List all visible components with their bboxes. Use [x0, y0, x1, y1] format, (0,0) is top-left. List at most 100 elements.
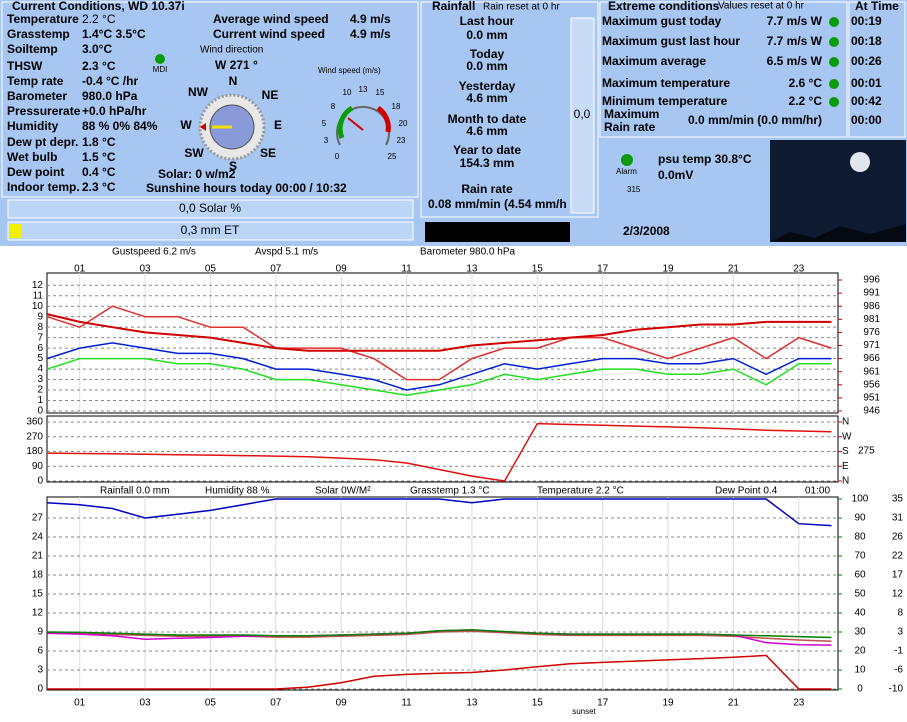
extreme-reset: Values reset at 0 hr	[718, 1, 805, 12]
y-tick-label: 0	[857, 684, 863, 695]
y-tick-label: 12	[892, 589, 904, 600]
compass-label: E	[274, 118, 282, 132]
series-line	[46, 630, 832, 643]
extreme-label: Maximum gust last hour	[602, 34, 740, 48]
x-tick-label: 17	[597, 698, 609, 709]
speed-gauge-needle	[347, 117, 364, 131]
et-bar	[7, 221, 414, 241]
y-tick-label: W	[842, 431, 852, 442]
y-tick-label: 9	[37, 627, 43, 638]
extreme-time: 00:18	[851, 34, 882, 48]
x-tick-label: 21	[728, 698, 740, 709]
y-tick-label: 11	[33, 290, 44, 301]
y-tick-label: -10	[889, 684, 904, 695]
y-tick-label: 2	[37, 385, 43, 396]
sunshine-hours: Sunshine hours today 00:00 / 10:32	[146, 181, 347, 195]
et-bar-label: 0,3 mm ET	[181, 223, 240, 237]
speed-gauge-red	[376, 105, 391, 133]
condition-label: Dew pt depr.	[7, 135, 78, 149]
y-tick-label: 0	[37, 406, 43, 417]
et-fill	[10, 224, 22, 238]
condition-label: Temperature	[7, 12, 79, 26]
panel-title: Rainfall	[432, 0, 475, 13]
condition-value: +0.0 hPa/hr	[82, 104, 147, 118]
y-tick-label: 966	[863, 353, 880, 364]
psu-temp: psu temp 30.8°C	[658, 152, 752, 166]
y-tick-label: 26	[892, 532, 904, 543]
condition-label: THSW	[7, 59, 43, 73]
y-tick-label: 0	[37, 476, 43, 487]
x-tick-label: 05	[205, 264, 217, 275]
treeline	[770, 224, 906, 242]
panel-title: Extreme conditions	[608, 0, 720, 13]
extreme-label: Maximum	[604, 107, 659, 121]
compass-label: W	[180, 118, 192, 132]
rain-label: Month to date	[448, 112, 527, 126]
speed-gauge-band	[337, 105, 354, 139]
y-tick-label: 6	[37, 343, 43, 354]
solar-reading: Solar: 0 w/m2	[158, 167, 236, 181]
current-frame	[1, 1, 419, 198]
status-light	[829, 79, 839, 89]
condition-value: 980.0 hPa	[82, 89, 138, 103]
extreme-time: 00:19	[851, 14, 882, 28]
y-tick-label: 0	[37, 684, 43, 695]
graph-header: Barometer 980.0 hPa	[420, 247, 515, 258]
series-line	[46, 629, 832, 639]
clock-box	[425, 222, 570, 242]
x-tick-label: 09	[336, 264, 348, 275]
y-tick-label: 946	[863, 406, 880, 417]
y-tick-label: 360	[26, 417, 43, 428]
status-light	[829, 37, 839, 47]
y-tick-label: S	[842, 446, 849, 457]
x-tick-label: 07	[270, 698, 282, 709]
gauge-tick-label: 10	[343, 88, 352, 97]
extreme-time: 00:01	[851, 76, 882, 90]
series-line	[46, 313, 832, 352]
y-tick-label: 80	[854, 532, 866, 543]
y-tick-label: 35	[892, 494, 904, 505]
condition-label: Indoor temp.	[7, 180, 80, 194]
plot-frame	[46, 272, 839, 414]
series-line	[46, 422, 832, 482]
graph-header: Temperature 2.2 °C	[537, 486, 624, 497]
gauge-tick-label: 20	[399, 119, 408, 128]
rain-gauge	[570, 17, 595, 214]
y-tick-label: 961	[863, 366, 880, 377]
graph-header: Humidity 88 %	[205, 486, 270, 497]
x-tick-label: 19	[662, 264, 674, 275]
graph-header: Gustspeed 6.2 m/s	[112, 247, 196, 258]
y-tick-label: 10	[32, 301, 44, 312]
status-light	[829, 57, 839, 67]
y-tick-label: 100	[852, 494, 869, 505]
status-light	[829, 17, 839, 27]
mdi-light	[155, 54, 165, 64]
y-tick-label: 1	[37, 395, 43, 406]
condition-value: -0.4 °C /hr	[82, 74, 138, 88]
x-tick-label: 15	[532, 698, 544, 709]
y-tick-label: 90	[32, 461, 44, 472]
y-tick-label: 9	[37, 311, 43, 322]
mdi-label: MDI	[153, 65, 168, 74]
x-tick-label: 19	[662, 698, 674, 709]
gauge-tick-label: 0	[335, 152, 340, 161]
y-tick-label: 180	[26, 446, 43, 457]
rain-value: 0.08 mm/min (4.54 mm/h	[428, 197, 567, 211]
gauge-tick-label: 15	[376, 88, 385, 97]
x-tick-label: 03	[139, 698, 151, 709]
status-light	[829, 97, 839, 107]
moon	[850, 152, 870, 172]
condition-label: Barometer	[7, 89, 67, 103]
y-tick-label: 30	[854, 627, 866, 638]
x-tick-label: 23	[793, 264, 805, 275]
rain-reset: Rain reset at 0 hr	[483, 2, 560, 13]
extreme-value: 7.7 m/s W	[767, 14, 823, 28]
y-tick-label: 981	[863, 314, 880, 325]
gauge-tick-label: 23	[397, 136, 406, 145]
alarm-label: Alarm	[616, 167, 637, 176]
y-tick-label: 17	[892, 570, 904, 581]
x-tick-label: 15	[532, 264, 544, 275]
y-tick-label: 996	[863, 275, 880, 286]
solar-bar	[7, 199, 414, 219]
wind-direction: W 271 °	[215, 58, 258, 72]
